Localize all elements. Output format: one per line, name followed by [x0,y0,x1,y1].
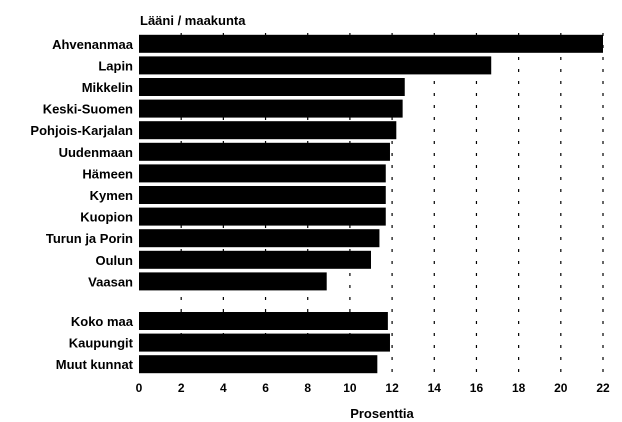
category-label: Kaupungit [69,336,134,351]
x-axis-title: Prosenttia [350,406,414,421]
category-label: Turun ja Porin [46,231,133,246]
category-label: Oulun [95,253,133,268]
bar [139,186,386,204]
category-label: Mikkelin [82,80,133,95]
x-tick-label: 16 [470,381,484,395]
category-label: Vaasan [88,274,133,289]
category-label: Koko maa [71,314,134,329]
bar [139,78,405,96]
chart-title: Lääni / maakunta [140,13,246,28]
bars [139,34,603,374]
bar [139,355,378,374]
x-tick-label: 14 [428,381,442,395]
x-tick-labels: 0 2 4 6 8 10 12 14 16 18 20 22 [136,381,610,395]
bar [139,121,397,140]
x-tick-label: 18 [512,381,526,395]
bar [139,164,386,183]
category-label: Pohjois-Karjalan [30,123,133,138]
bar [139,229,380,248]
category-label: Uudenmaan [59,145,133,160]
category-label: Ahvenanmaa [52,37,134,52]
x-tick-label: 22 [596,381,610,395]
category-label: Lapin [98,58,133,73]
x-tick-label: 2 [178,381,185,395]
x-tick-label: 10 [343,381,357,395]
bar [139,34,603,53]
x-tick-label: 4 [220,381,227,395]
bar [139,250,371,269]
category-label: Kuopion [80,210,133,225]
bar [139,312,388,330]
x-tick-label: 8 [304,381,311,395]
bar [139,272,327,291]
x-tick-label: 0 [136,381,143,395]
category-label: Keski-Suomen [43,102,133,117]
bar [139,56,492,75]
category-label: Kymen [90,188,133,203]
category-label: Muut kunnat [56,357,134,372]
x-tick-label: 12 [385,381,399,395]
bar [139,99,403,118]
category-labels: Ahvenanmaa Lapin Mikkelin Keski-Suomen Pohjo… [30,37,133,372]
bar [139,207,386,226]
category-label: Hämeen [82,166,133,181]
bar [139,333,390,352]
bar [139,142,390,161]
x-tick-label: 20 [554,381,568,395]
x-tick-label: 6 [262,381,269,395]
